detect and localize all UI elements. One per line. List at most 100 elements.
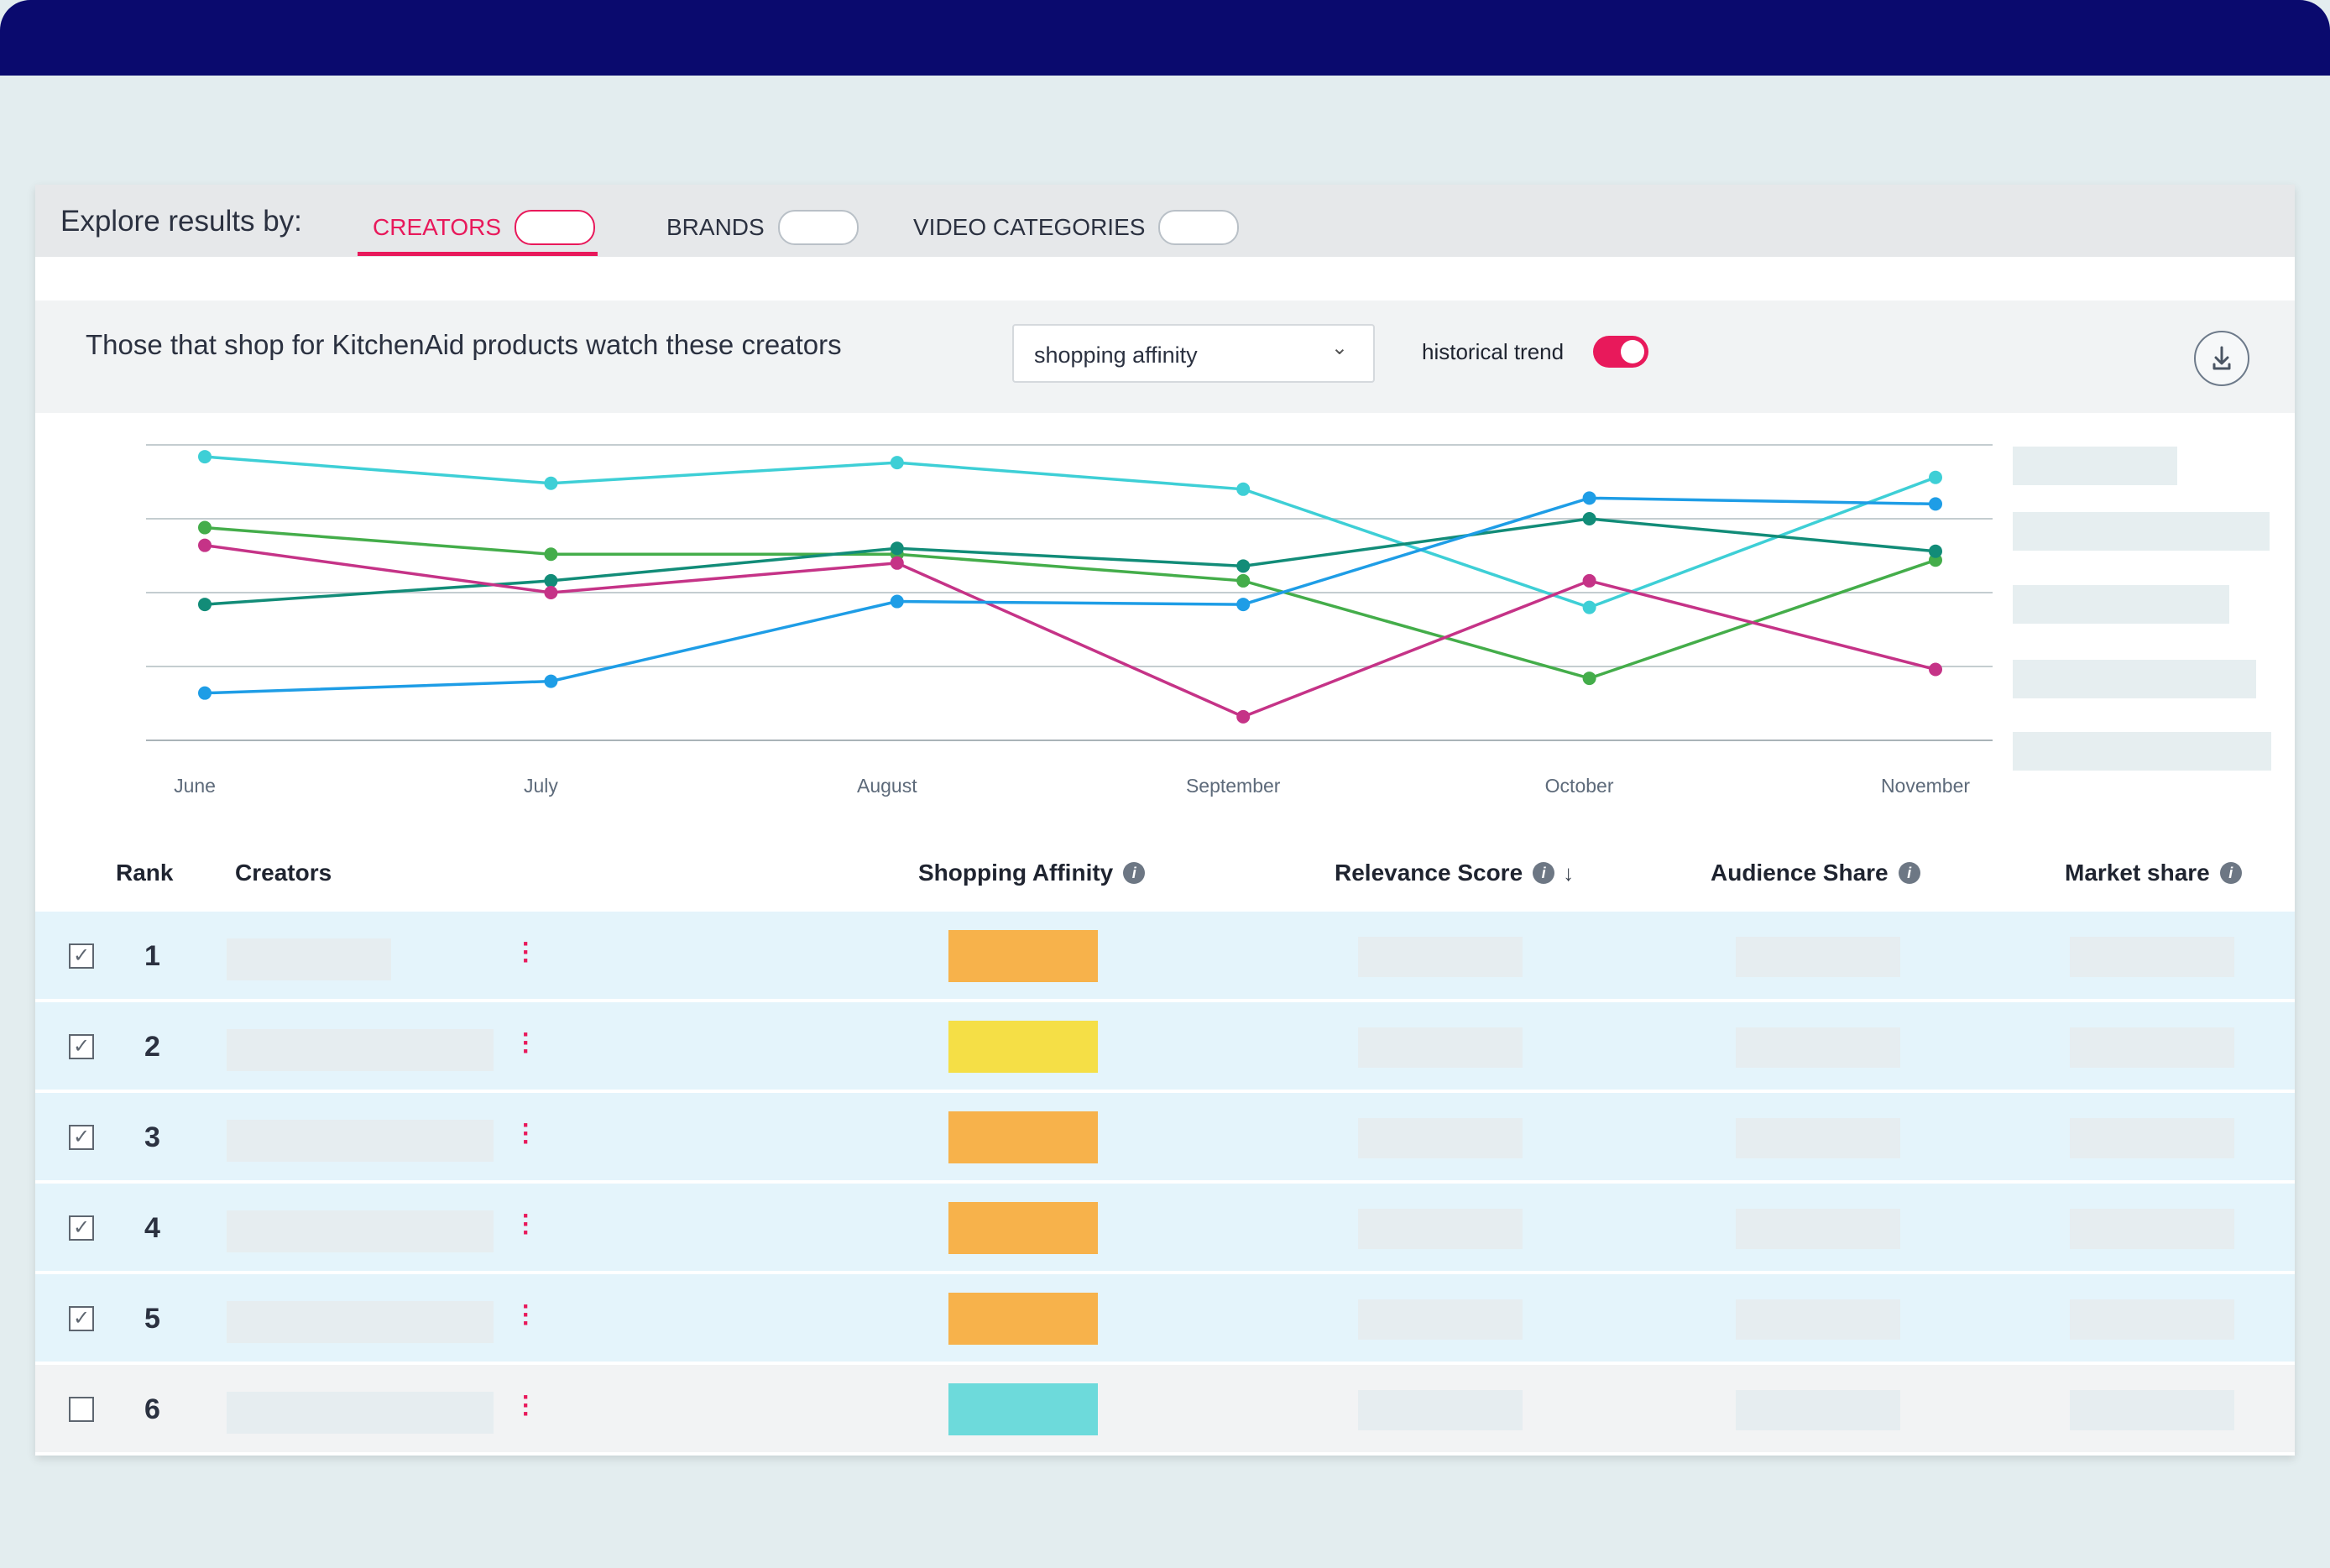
shopping-affinity-swatch — [948, 1202, 1098, 1254]
info-icon[interactable]: i — [1533, 862, 1555, 884]
results-card: Explore results by: CREATORS BRANDS VIDE… — [35, 185, 2295, 1456]
data-point[interactable] — [1929, 662, 1942, 677]
historical-trend-label: historical trend — [1422, 339, 1565, 364]
table-row[interactable]: 6 · · · — [35, 1365, 2295, 1452]
filter-bar: Those that shop for KitchenAid products … — [35, 301, 2295, 413]
more-options-icon[interactable]: · · · — [522, 1293, 530, 1337]
metric-select[interactable]: shopping affinity ⌄ — [1012, 324, 1375, 383]
column-header-creators[interactable]: Creators — [235, 860, 332, 886]
creator-name-placeholder[interactable] — [227, 1301, 494, 1343]
table-row[interactable]: ✓ 1 · · · — [35, 912, 2295, 999]
data-point[interactable] — [198, 598, 212, 612]
data-point[interactable] — [1929, 544, 1942, 558]
chevron-down-icon: ⌄ — [1330, 337, 1348, 359]
info-icon[interactable]: i — [2219, 862, 2242, 884]
table-row[interactable]: ✓ 2 · · · — [35, 1002, 2295, 1090]
audience-share-placeholder — [1736, 1209, 1900, 1249]
checkbox-unchecked[interactable] — [69, 1397, 94, 1422]
table-row[interactable]: ✓ 5 · · · — [35, 1274, 2295, 1362]
data-point[interactable] — [1236, 573, 1251, 588]
market-share-placeholder — [2070, 1390, 2234, 1430]
data-point[interactable] — [198, 686, 212, 700]
data-point[interactable] — [1236, 482, 1251, 496]
data-point[interactable] — [544, 476, 558, 490]
historical-trend-toggle[interactable] — [1593, 336, 1648, 368]
more-options-icon[interactable]: · · · — [522, 1111, 530, 1156]
audience-share-placeholder — [1736, 1027, 1900, 1068]
data-point[interactable] — [1582, 600, 1596, 614]
relevance-score-placeholder — [1358, 1118, 1523, 1158]
legend-placeholder — [2013, 447, 2177, 485]
tab-creators[interactable]: CREATORS — [373, 210, 595, 245]
creator-name-placeholder[interactable] — [227, 1392, 494, 1434]
checkbox-checked[interactable]: ✓ — [69, 1306, 94, 1331]
info-icon[interactable]: i — [1898, 862, 1920, 884]
table-row[interactable]: ✓ 4 · · · — [35, 1184, 2295, 1271]
more-options-icon[interactable]: · · · — [522, 1383, 530, 1428]
column-header-relevance-score[interactable]: Relevance Score i ↓ — [1335, 860, 1574, 886]
data-point[interactable] — [1582, 491, 1596, 505]
more-options-icon[interactable]: · · · — [522, 930, 530, 975]
checkbox-checked[interactable]: ✓ — [69, 1034, 94, 1059]
column-header-audience-share[interactable]: Audience Share i — [1711, 860, 1920, 886]
creator-name-placeholder[interactable] — [227, 1210, 494, 1252]
checkbox-checked[interactable]: ✓ — [69, 943, 94, 969]
data-point[interactable] — [544, 547, 558, 562]
data-point[interactable] — [890, 556, 904, 570]
more-options-icon[interactable]: · · · — [522, 1021, 530, 1065]
tab-video-categories-toggle[interactable] — [1158, 210, 1240, 245]
creator-name-placeholder[interactable] — [227, 1029, 494, 1071]
column-header-audience-share-label: Audience Share — [1711, 860, 1889, 886]
audience-share-placeholder — [1736, 1390, 1900, 1430]
column-header-relevance-score-label: Relevance Score — [1335, 860, 1523, 886]
data-point[interactable] — [198, 538, 212, 552]
info-icon[interactable]: i — [1123, 862, 1146, 884]
creator-name-placeholder[interactable] — [227, 1120, 494, 1162]
data-point[interactable] — [1582, 573, 1596, 588]
data-point[interactable] — [198, 450, 212, 464]
data-point[interactable] — [1582, 512, 1596, 525]
series-line-4 — [204, 543, 1936, 719]
data-point[interactable] — [1929, 497, 1942, 511]
creator-name-placeholder[interactable] — [227, 938, 391, 980]
explore-label: Explore results by: — [60, 205, 302, 238]
data-point[interactable] — [1582, 672, 1596, 686]
market-share-placeholder — [2070, 1209, 2234, 1249]
tab-creators-toggle[interactable] — [515, 210, 595, 245]
data-point[interactable] — [198, 520, 212, 535]
data-point[interactable] — [1236, 598, 1251, 612]
audience-share-placeholder — [1736, 937, 1900, 977]
data-point[interactable] — [890, 456, 904, 470]
column-header-market-share[interactable]: Market share i — [2065, 860, 2242, 886]
data-point[interactable] — [890, 594, 904, 609]
sort-desc-icon[interactable]: ↓ — [1563, 860, 1575, 886]
relevance-score-placeholder — [1358, 1299, 1523, 1340]
series-line-5 — [204, 496, 1936, 695]
relevance-score-placeholder — [1358, 1027, 1523, 1068]
data-point[interactable] — [544, 586, 558, 599]
table-row[interactable]: ✓ 3 · · · — [35, 1093, 2295, 1180]
data-point[interactable] — [1236, 709, 1251, 724]
rank-value: 1 — [144, 940, 160, 972]
tab-video-categories[interactable]: VIDEO CATEGORIES — [913, 210, 1240, 245]
data-point[interactable] — [890, 541, 904, 556]
checkbox-checked[interactable]: ✓ — [69, 1125, 94, 1150]
data-point[interactable] — [1929, 470, 1942, 484]
column-header-shopping-affinity[interactable]: Shopping Affinity i — [918, 860, 1146, 886]
x-tick-label: June — [174, 775, 216, 797]
metric-select-value: shopping affinity — [1034, 342, 1198, 368]
more-options-icon[interactable]: · · · — [522, 1202, 530, 1247]
data-point[interactable] — [544, 674, 558, 688]
legend-placeholder — [2013, 512, 2270, 551]
x-tick-label: September — [1186, 775, 1281, 797]
download-button[interactable] — [2194, 331, 2249, 386]
column-header-market-share-label: Market share — [2065, 860, 2210, 886]
page-title: Those that shop for KitchenAid products … — [86, 329, 842, 360]
tab-brands[interactable]: BRANDS — [666, 210, 859, 245]
table-header: Rank Creators Shopping Affinity i Releva… — [35, 839, 2295, 912]
tab-brands-toggle[interactable] — [777, 210, 859, 245]
data-point[interactable] — [1236, 559, 1251, 573]
checkbox-checked[interactable]: ✓ — [69, 1215, 94, 1241]
toggle-knob — [1621, 340, 1644, 363]
data-point[interactable] — [544, 573, 558, 588]
